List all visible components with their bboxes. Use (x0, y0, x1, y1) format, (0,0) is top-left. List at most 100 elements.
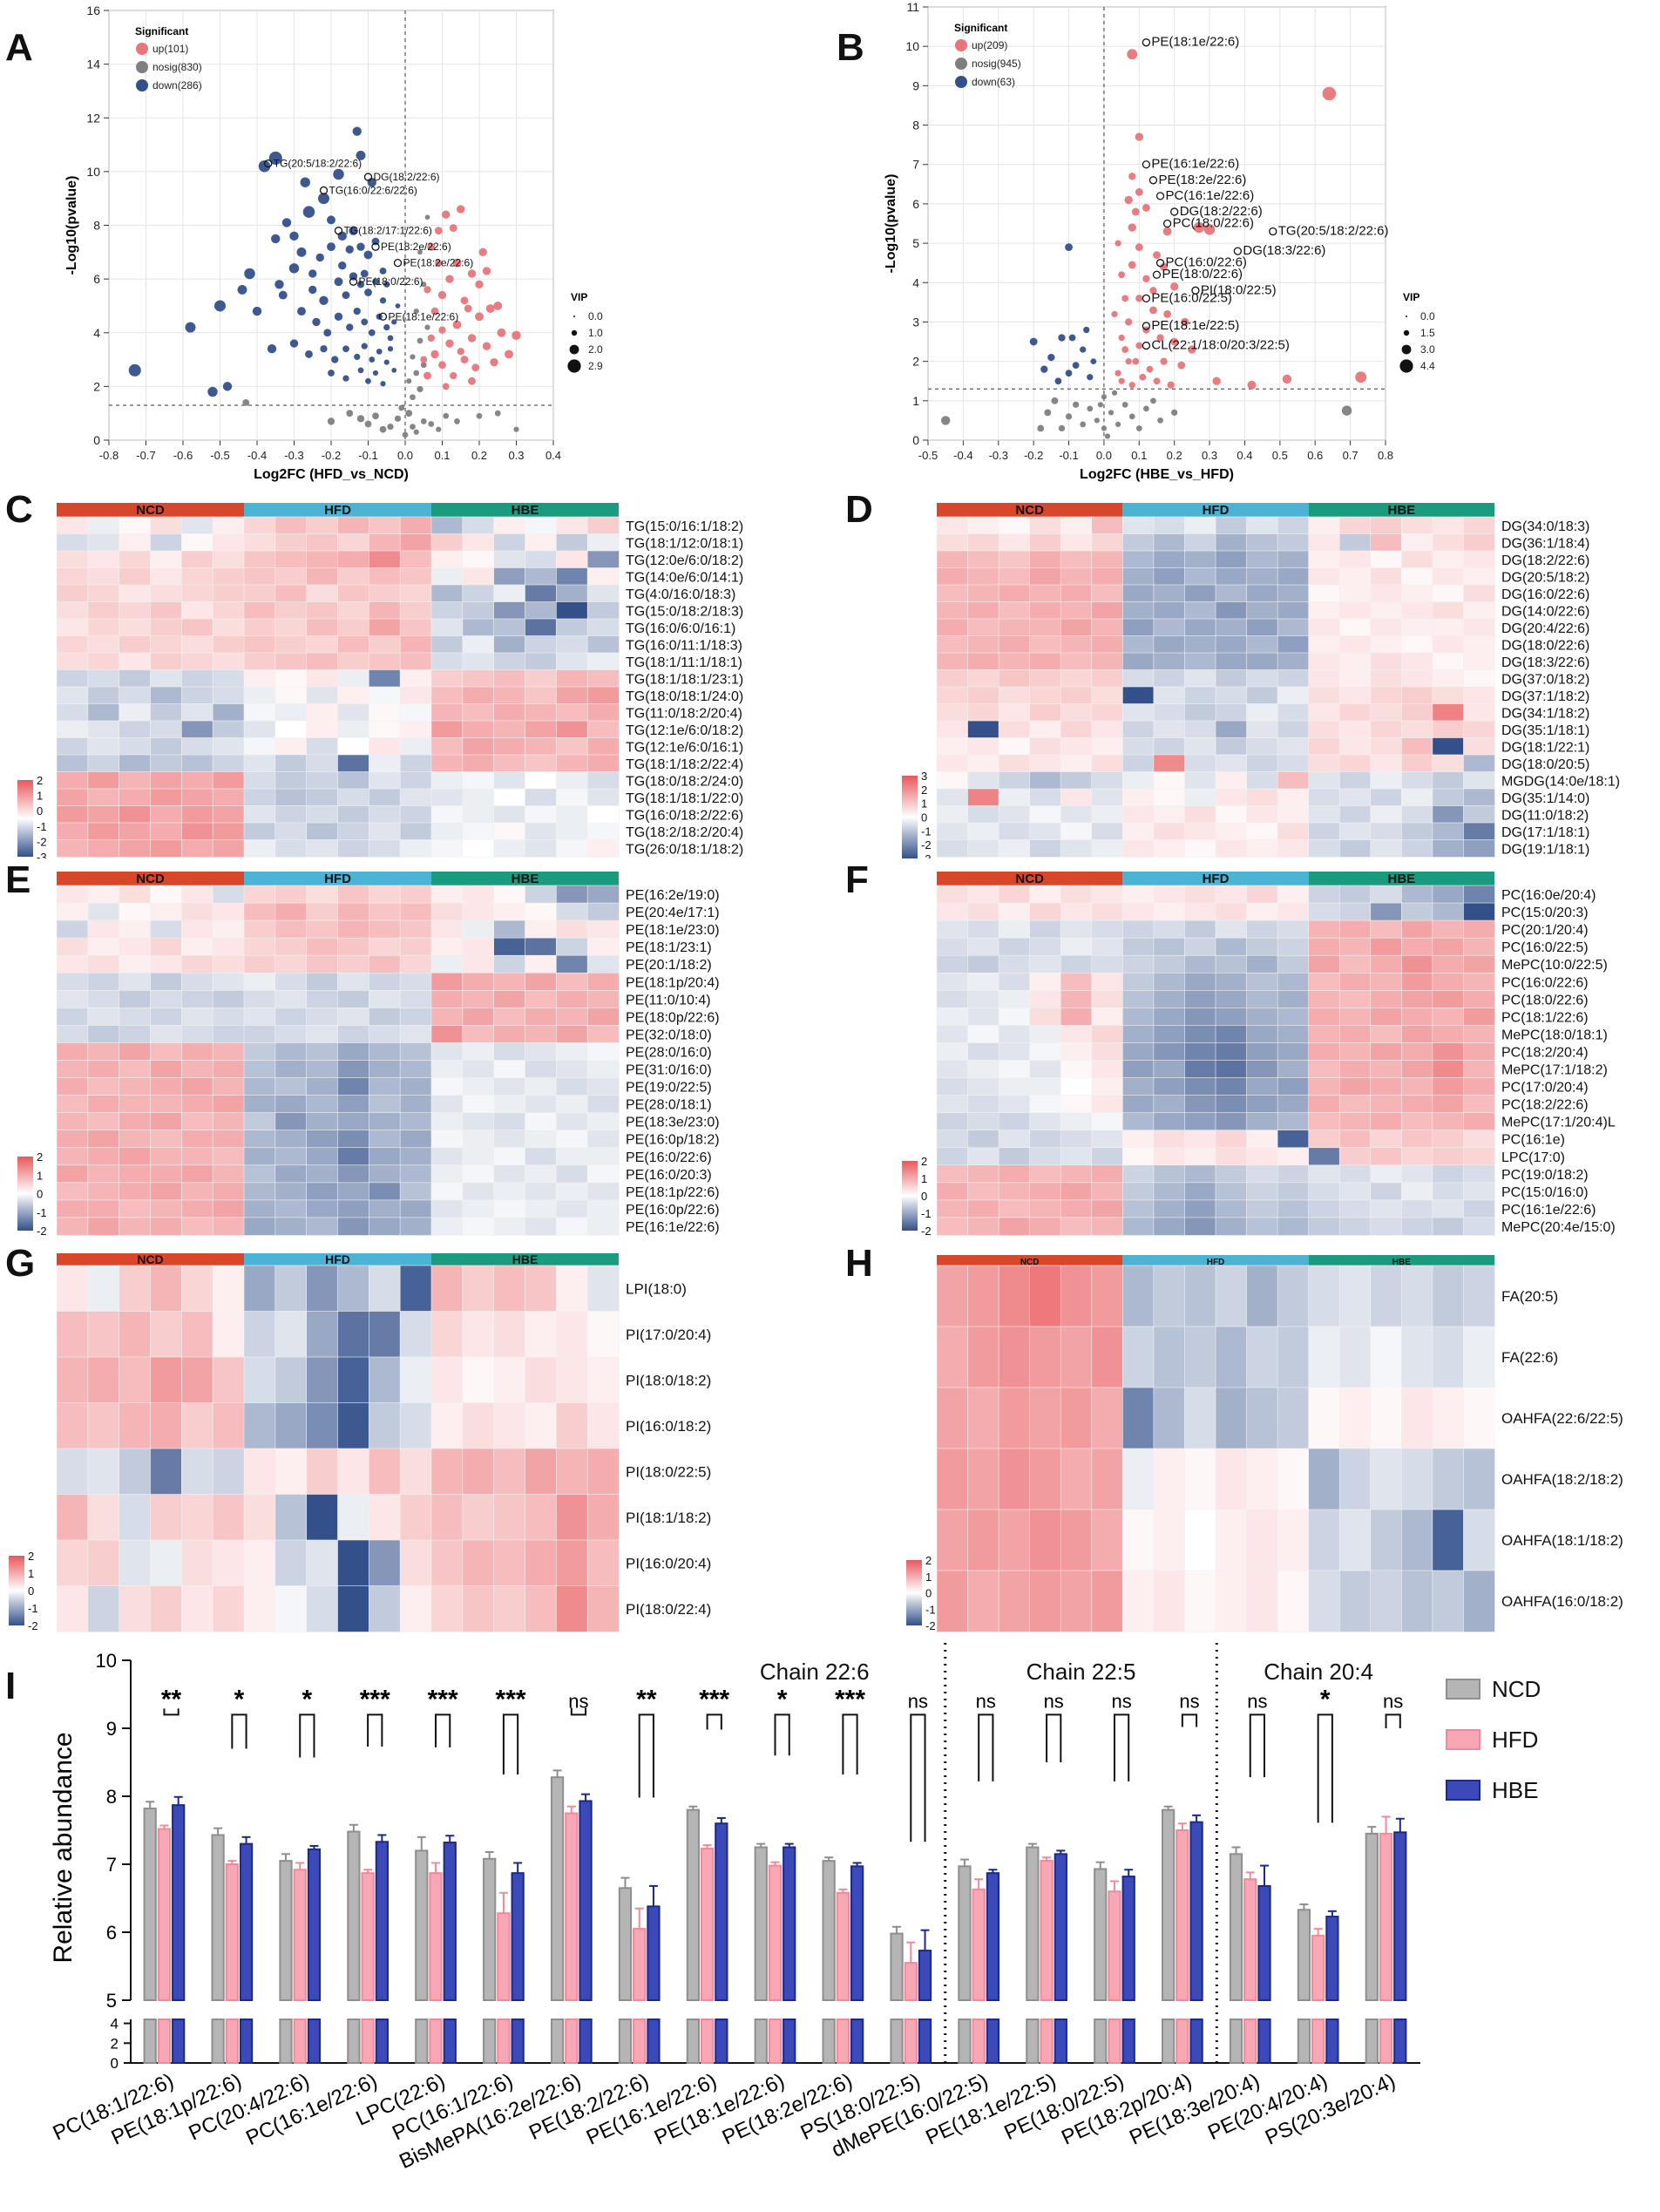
heatmap-cell (306, 720, 339, 739)
heatmap-cell (1308, 601, 1341, 620)
row-label: PI(16:0/20:4) (626, 1555, 711, 1571)
heatmap-cell (56, 954, 89, 974)
data-point-nosig (1115, 421, 1121, 428)
heatmap-cell (998, 550, 1031, 569)
data-point-nosig (372, 412, 379, 420)
heatmap-cell (1215, 1265, 1248, 1327)
panel-label-g: G (5, 1242, 36, 1285)
heatmap-cell (337, 1077, 370, 1096)
heatmap-cell (87, 567, 120, 586)
heatmap-cell (936, 652, 969, 671)
heatmap-cell (212, 516, 245, 535)
heatmap-cell (306, 1095, 339, 1114)
heatmap-cell (56, 1265, 89, 1313)
heatmap-cell (1338, 1326, 1372, 1388)
heatmap-cell (1122, 771, 1155, 790)
heatmap-cell (1153, 635, 1186, 654)
heatmap-cell (243, 669, 276, 688)
bar-hfd (1311, 1934, 1325, 2001)
heatmap-cell (1338, 885, 1372, 904)
annotation-label: PE(18:1e/22:6) (389, 310, 459, 322)
heatmap-cell (274, 902, 308, 921)
heatmap-cell (1215, 1112, 1248, 1131)
heatmap-cell (337, 567, 370, 586)
heatmap-cell (1246, 567, 1278, 586)
heatmap-cell (87, 703, 120, 722)
heatmap-cell (56, 1217, 89, 1236)
heatmap-cell (87, 1025, 120, 1044)
heatmap-cell (274, 839, 308, 858)
heatmap-cell (1029, 1008, 1062, 1027)
heatmap-cell (56, 990, 89, 1009)
data-point-down (267, 344, 277, 354)
heatmap-cell (462, 1060, 495, 1079)
heatmap-cell (998, 1077, 1031, 1096)
vip-size-label: 0.0 (1420, 310, 1435, 322)
heatmap-cell (1091, 1217, 1124, 1236)
heatmap-cell (1091, 686, 1124, 705)
heatmap-cell (1215, 567, 1248, 586)
heatmap-cell (1338, 737, 1372, 756)
row-label: FA(20:5) (1501, 1288, 1558, 1305)
data-point-up (505, 349, 513, 359)
heatmap-cell (430, 533, 464, 552)
heatmap-cell (119, 919, 152, 939)
heatmap-cell (56, 1008, 89, 1027)
heatmap-cell (274, 1311, 308, 1358)
bar-lower-ncd (143, 2019, 157, 2064)
heatmap-cell (87, 1356, 120, 1404)
bar-lower-hbe (647, 2019, 661, 2064)
heatmap-cell (967, 771, 999, 790)
heatmap-cell (1215, 1060, 1248, 1079)
data-point-down (379, 297, 387, 304)
heatmap-cell (1153, 1164, 1186, 1184)
heatmap-cell (1153, 788, 1186, 807)
heatmap-cell (1432, 1077, 1465, 1096)
colorbar-tick-label: 1 (37, 790, 43, 803)
data-point-down (327, 215, 335, 225)
heatmap-cell (243, 635, 276, 654)
bar-lower-hbe (1189, 2019, 1203, 2064)
y-tick-label: 14 (86, 58, 100, 71)
heatmap-cell (1432, 1042, 1465, 1062)
heatmap-cell (212, 1539, 245, 1587)
data-point-up (430, 349, 439, 359)
heatmap-cell (369, 533, 401, 552)
heatmap-cell (1401, 1095, 1433, 1114)
heatmap-cell (399, 1042, 432, 1062)
data-point-nosig (413, 429, 419, 435)
heatmap-cell (1401, 1008, 1433, 1027)
data-point-down (342, 291, 350, 300)
bar-hbe (715, 1822, 728, 2001)
heatmap-cell (1246, 669, 1278, 688)
heatmap-cell (1246, 584, 1278, 603)
heatmap-cell (181, 839, 213, 858)
annotation-label: PE(18:2e/22:6) (381, 241, 451, 253)
row-label: PC(18:2/20:4) (1501, 1045, 1589, 1060)
data-point-nosig (421, 282, 427, 288)
bar-lower-ncd (483, 2019, 497, 2064)
heatmap-cell (150, 1095, 183, 1114)
heatmap-cell (1060, 771, 1093, 790)
bar-lower-ncd (1297, 2019, 1311, 2064)
heatmap-cell (967, 805, 999, 824)
heatmap-cell (212, 533, 245, 552)
heatmap-cell (1215, 805, 1248, 824)
heatmap-cell (181, 669, 213, 688)
heatmap-cell (212, 1494, 245, 1541)
heatmap-cell (181, 1095, 213, 1114)
data-point-up (1135, 295, 1143, 302)
heatmap-cell (1246, 720, 1278, 739)
heatmap-cell (369, 652, 401, 671)
heatmap-cell (586, 1042, 620, 1062)
data-point-down (391, 368, 397, 373)
row-label: PC(15:0/16:0) (1501, 1185, 1589, 1200)
heatmap-cell (493, 1077, 526, 1096)
heatmap-cell (181, 754, 213, 773)
heatmap-cell (243, 703, 276, 722)
row-label: PC(17:0/20:4) (1501, 1081, 1589, 1096)
heatmap-cell (936, 550, 969, 569)
heatmap-cell (462, 1112, 495, 1131)
heatmap-cell (1091, 972, 1124, 992)
heatmap-cell (212, 720, 245, 739)
